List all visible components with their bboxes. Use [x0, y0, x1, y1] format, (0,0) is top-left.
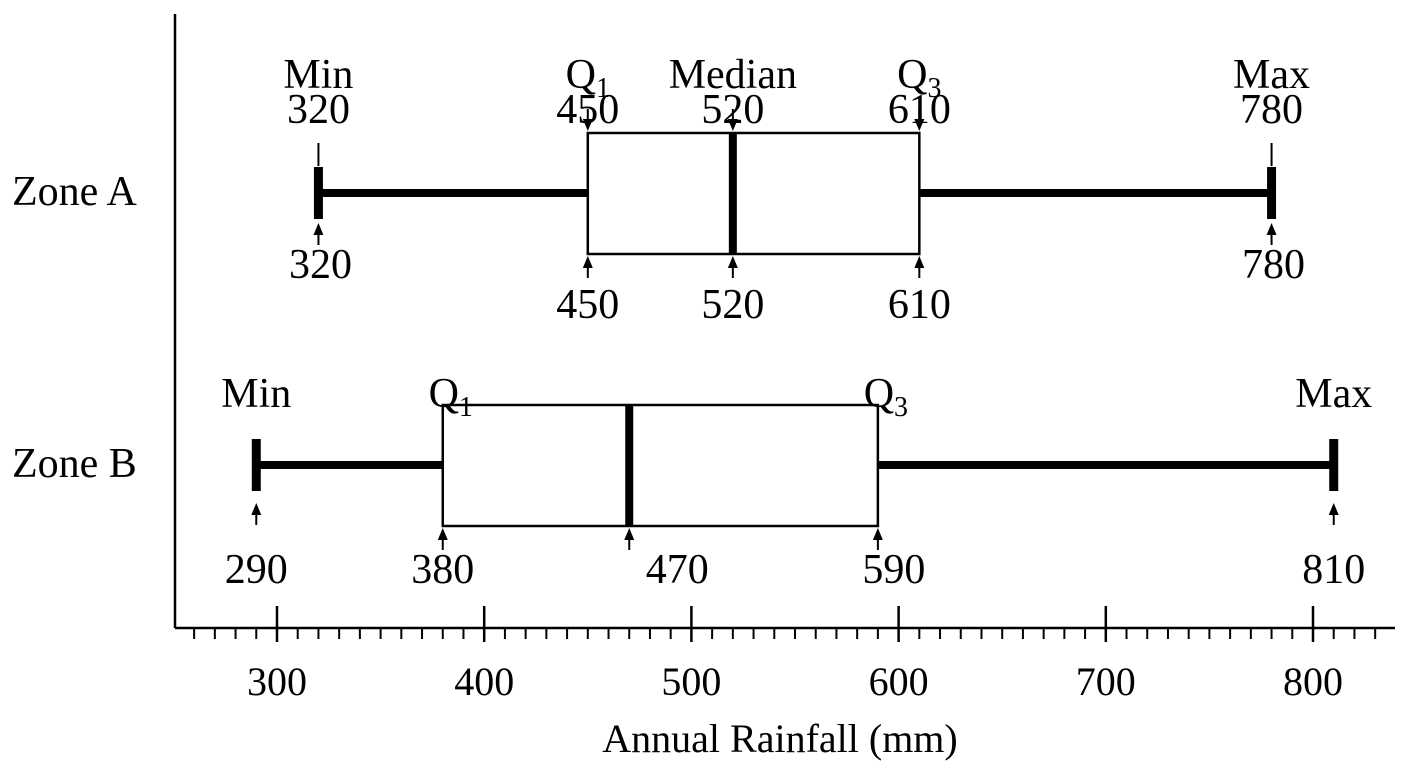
- zone-b-category-label: Zone B: [12, 441, 137, 487]
- zone-b-max-name-label: Max: [1295, 371, 1372, 417]
- zone-a-q1-subscript: 1: [596, 73, 610, 104]
- zone-a-max-bottom-arrow-head: [1266, 223, 1277, 235]
- zone-b-median-bottom-arrow-head: [624, 528, 635, 540]
- zone-b-box: [441, 403, 880, 528]
- zone-b-q1-bottom-value: 380: [411, 547, 474, 593]
- x-tick-label-700: 700: [1076, 659, 1136, 704]
- x-tick-label-600: 600: [869, 659, 929, 704]
- zone-a-q3-bottom-arrow-head: [914, 256, 925, 268]
- zone-a-q1-bottom-arrow-head: [582, 256, 593, 268]
- zone-a-min-cap: [313, 167, 323, 219]
- zone-b-q3-subscript: 3: [894, 392, 908, 423]
- zone-a-max-bottom-value: 780: [1242, 242, 1305, 288]
- zone-a-category-label: Zone A: [12, 169, 137, 215]
- zone-a-min-bottom-value: 320: [289, 242, 352, 288]
- x-tick-label-400: 400: [454, 659, 514, 704]
- zone-a-min-bottom-arrow-head: [313, 223, 324, 235]
- x-axis-title: Annual Rainfall (mm): [602, 716, 957, 761]
- zone-b-median-bottom-value: 470: [646, 547, 709, 593]
- zone-b-q1-bottom-arrow-head: [437, 528, 448, 540]
- zone-a-q3-top-arrow-head: [914, 119, 925, 131]
- zone-b-q3-bottom-value: 590: [862, 547, 925, 593]
- zone-a-max-cap: [1267, 167, 1277, 219]
- zone-a-max-name-label: Max: [1233, 52, 1310, 98]
- x-tick-label-800: 800: [1283, 659, 1343, 704]
- x-tick-label-500: 500: [661, 659, 721, 704]
- zone-a-min-name-label: Min: [283, 52, 353, 98]
- zone-a-max-top-value: 780: [1240, 87, 1303, 133]
- zone-b-min-bottom-arrow-head: [251, 503, 262, 515]
- zone-a-median-bottom-value: 520: [701, 282, 764, 328]
- zone-b-min-name-label: Min: [221, 371, 291, 417]
- zone-b-q1-subscript: 1: [459, 392, 473, 423]
- zone-b-q1-name-label: Q1: [429, 371, 473, 423]
- x-tick-label-300: 300: [247, 659, 307, 704]
- zone-b-min-bottom-value: 290: [225, 547, 288, 593]
- zone-a-q1-bottom-value: 450: [556, 282, 619, 328]
- zone-b-q3-name-label: Q3: [864, 371, 908, 423]
- zone-a-q3-subscript: 3: [927, 73, 941, 104]
- zone-b-max-bottom-value: 810: [1302, 547, 1365, 593]
- zone-b-min-cap: [251, 439, 261, 491]
- zone-a-median-name-label: Median: [669, 52, 797, 98]
- zone-b-q3-bottom-arrow-head: [872, 528, 883, 540]
- zone-a-q1-top-arrow-head: [582, 119, 593, 131]
- zone-a-min-top-value: 320: [287, 87, 350, 133]
- zone-b-max-bottom-arrow-head: [1328, 503, 1339, 515]
- zone-a-box: [586, 131, 921, 256]
- zone-a-median-top-arrow-head: [727, 119, 738, 131]
- zone-a-median-bottom-arrow-head: [727, 256, 738, 268]
- zone-b-max-cap: [1329, 439, 1339, 491]
- zone-a-q3-bottom-value: 610: [888, 282, 951, 328]
